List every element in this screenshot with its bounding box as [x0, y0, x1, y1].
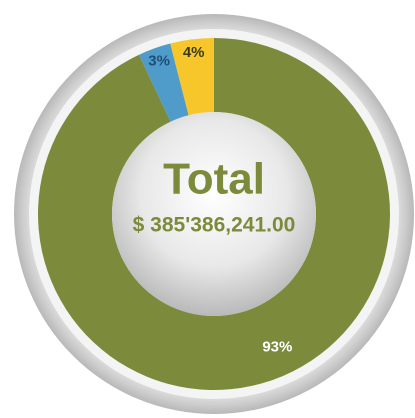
data-label: 93%	[262, 339, 292, 356]
center-title: Total	[163, 155, 265, 204]
slice	[37, 38, 391, 390]
slice	[170, 38, 214, 116]
data-label: 4%	[183, 44, 205, 61]
center-label: $ 385'386,241.00	[133, 214, 296, 237]
center-disc	[112, 112, 316, 316]
slice	[139, 43, 189, 122]
slices	[37, 38, 391, 390]
data-label: 3%	[148, 53, 170, 70]
